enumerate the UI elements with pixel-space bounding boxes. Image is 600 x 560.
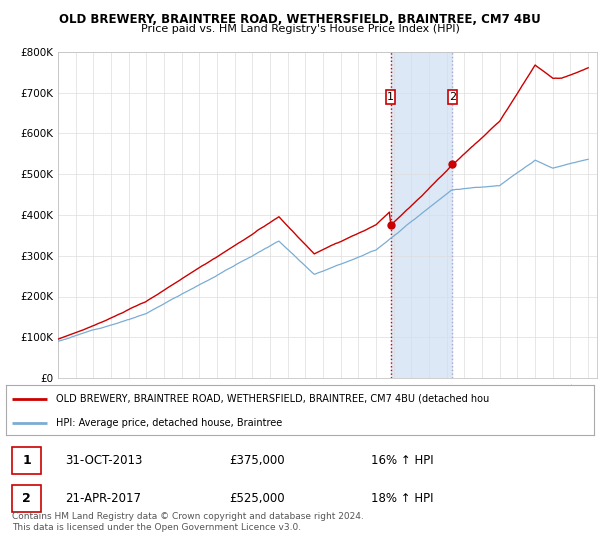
Text: 2: 2 [449,92,456,102]
Text: Contains HM Land Registry data © Crown copyright and database right 2024.
This d: Contains HM Land Registry data © Crown c… [12,512,364,532]
FancyBboxPatch shape [386,90,395,104]
Text: OLD BREWERY, BRAINTREE ROAD, WETHERSFIELD, BRAINTREE, CM7 4BU: OLD BREWERY, BRAINTREE ROAD, WETHERSFIEL… [59,13,541,26]
Text: 31-OCT-2013: 31-OCT-2013 [65,454,142,466]
Text: HPI: Average price, detached house, Braintree: HPI: Average price, detached house, Brai… [56,418,282,427]
FancyBboxPatch shape [12,485,41,512]
Text: 18% ↑ HPI: 18% ↑ HPI [371,492,433,505]
Text: £525,000: £525,000 [229,492,285,505]
Text: £375,000: £375,000 [229,454,285,466]
FancyBboxPatch shape [448,90,457,104]
Text: Price paid vs. HM Land Registry's House Price Index (HPI): Price paid vs. HM Land Registry's House … [140,24,460,34]
Text: 1: 1 [387,92,394,102]
FancyBboxPatch shape [12,447,41,474]
Text: OLD BREWERY, BRAINTREE ROAD, WETHERSFIELD, BRAINTREE, CM7 4BU (detached hou: OLD BREWERY, BRAINTREE ROAD, WETHERSFIEL… [56,394,489,404]
Bar [391,52,452,378]
Text: 1: 1 [22,454,31,466]
Text: 2: 2 [22,492,31,505]
Text: 16% ↑ HPI: 16% ↑ HPI [371,454,433,466]
Text: 21-APR-2017: 21-APR-2017 [65,492,141,505]
